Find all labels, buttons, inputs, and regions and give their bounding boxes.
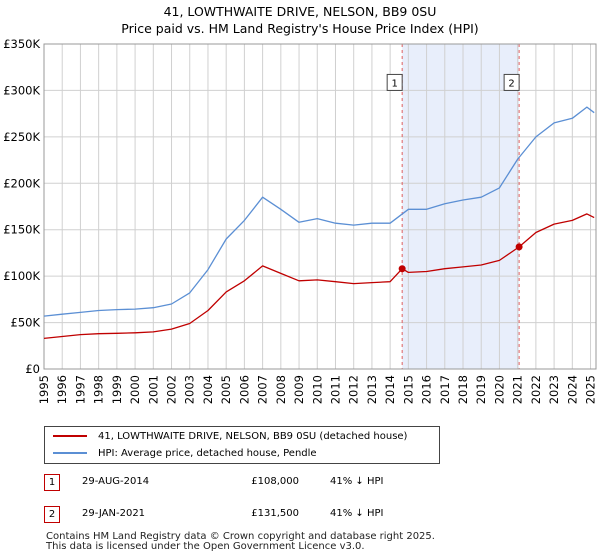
sale-point: [398, 265, 406, 273]
x-tick-label: 2005: [219, 375, 233, 404]
x-tick-label: 2001: [146, 375, 160, 404]
sale-date: 29-JAN-2021: [82, 508, 146, 519]
sale-date: 29-AUG-2014: [82, 476, 150, 487]
hpi-line-swatch: [53, 452, 87, 454]
y-tick-label: £350K: [3, 37, 40, 51]
y-tick-label: £100K: [3, 269, 40, 283]
chart-title: 41, LOWTHWAITE DRIVE, NELSON, BB9 0SU: [163, 4, 437, 19]
x-tick-label: 2024: [565, 375, 579, 404]
x-tick-label: 2013: [365, 375, 379, 404]
x-tick-label: 2004: [201, 375, 215, 404]
sale-number-box: [503, 73, 520, 91]
footer-licence: This data is licensed under the Open Gov…: [46, 541, 365, 552]
legend-property-label: 41, LOWTHWAITE DRIVE, NELSON, BB9 0SU (d…: [98, 430, 408, 442]
footer-copyright: Contains HM Land Registry data © Crown c…: [46, 531, 435, 542]
x-tick-label: 1995: [37, 375, 51, 404]
sale-period-highlight: [402, 44, 520, 369]
legend: 41, LOWTHWAITE DRIVE, NELSON, BB9 0SU (d…: [44, 426, 440, 464]
x-tick-label: 2006: [237, 375, 251, 404]
legend-item-hpi: HPI: Average price, detached house, Pend…: [53, 446, 317, 460]
x-tick-label: 2023: [547, 375, 561, 404]
footer: Contains HM Land Registry data © Crown c…: [46, 532, 435, 552]
y-tick-label: £300K: [3, 83, 40, 97]
x-tick-label: 2025: [584, 375, 598, 404]
x-tick-label: 2007: [256, 375, 270, 404]
sale-number-label: 1: [391, 78, 397, 89]
x-tick-label: 1996: [55, 375, 69, 404]
x-tick-label: 2020: [492, 375, 506, 404]
sale-price: £131,500: [251, 508, 299, 519]
sale-hpi-diff: 41% ↓ HPI: [330, 476, 384, 487]
x-tick-label: 1997: [73, 375, 87, 404]
chart-subtitle: Price paid vs. HM Land Registry's House …: [121, 21, 479, 36]
plot-area: [43, 43, 597, 370]
sale-hpi-diff: 41% ↓ HPI: [330, 508, 384, 519]
hpi-series-line: [43, 106, 595, 317]
sale-marker-badge: 1: [44, 474, 60, 491]
x-tick-label: 2003: [183, 375, 197, 404]
x-tick-label: 2002: [165, 375, 179, 404]
x-tick-label: 2010: [310, 375, 324, 404]
x-tick-label: 1999: [110, 375, 124, 404]
property-series-line: [43, 213, 595, 340]
legend-item-property: 41, LOWTHWAITE DRIVE, NELSON, BB9 0SU (d…: [53, 429, 407, 443]
y-tick-label: £250K: [3, 130, 40, 144]
y-tick-label: £50K: [11, 316, 41, 330]
x-tick-label: 2000: [128, 375, 142, 404]
x-tick-label: 2008: [274, 375, 288, 404]
sale-number-label: 2: [508, 78, 514, 89]
x-tick-label: 2016: [420, 375, 434, 404]
x-tick-label: 2022: [529, 375, 543, 404]
property-line-swatch: [53, 435, 87, 437]
legend-hpi-label: HPI: Average price, detached house, Pend…: [98, 447, 317, 459]
x-tick-label: 2021: [511, 375, 525, 404]
y-tick-label: £150K: [3, 223, 40, 237]
sale-point: [515, 243, 523, 251]
x-tick-label: 2014: [383, 375, 397, 404]
y-tick-label: £0: [25, 362, 40, 376]
sale-number-box: [386, 73, 403, 91]
sale-marker-badge: 2: [44, 506, 60, 523]
x-tick-label: 2011: [328, 375, 342, 404]
x-tick-label: 2015: [401, 375, 415, 404]
y-tick-label: £200K: [3, 176, 40, 190]
x-tick-label: 1998: [92, 375, 106, 404]
sale-row: 1 29-AUG-2014 £108,000 41% ↓ HPI: [44, 474, 600, 492]
sale-row: 2 29-JAN-2021 £131,500 41% ↓ HPI: [44, 506, 600, 524]
x-tick-label: 2018: [456, 375, 470, 404]
x-tick-label: 2019: [474, 375, 488, 404]
sale-price: £108,000: [251, 476, 299, 487]
x-tick-label: 2012: [347, 375, 361, 404]
x-tick-label: 2009: [292, 375, 306, 404]
x-tick-label: 2017: [438, 375, 452, 404]
price-chart: £0 £50K £100K £150K £200K £250K £300K £350K 1995…: [3, 37, 598, 404]
